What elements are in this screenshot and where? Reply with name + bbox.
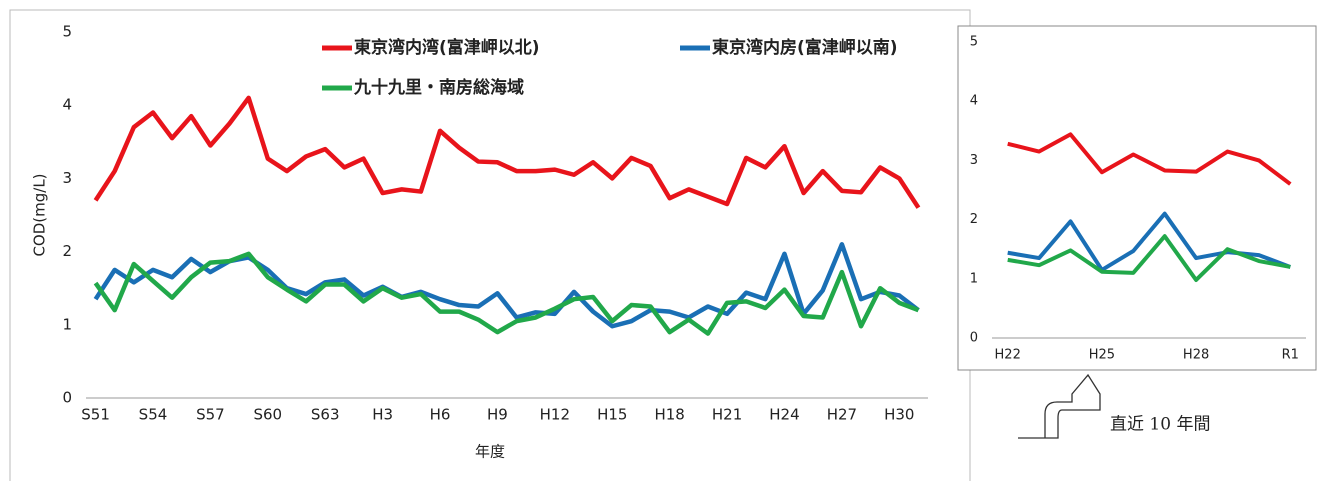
x-tick-label: H25 [1089,348,1115,363]
x-tick-label: H28 [1183,348,1209,363]
legend-label: 東京湾内房(富津岬以南) [712,37,898,58]
y-tick-label: 5 [62,23,72,41]
y-tick-label: 1 [62,315,72,333]
y-tick-label: 0 [970,331,978,346]
y-tick-label: 2 [970,212,978,227]
x-tick-label: S54 [139,406,168,424]
legend-label: 九十九里・南房総海域 [353,77,524,98]
x-tick-label: H12 [540,406,570,424]
x-tick-label: H30 [884,406,914,424]
series-line [1007,132,1292,186]
y-tick-label: 1 [970,271,978,286]
series-line [1007,234,1291,282]
y-tick-label: 3 [62,169,72,187]
legend-label: 東京湾内湾(富津岬以北) [354,37,540,58]
x-tick-label: H22 [995,348,1021,363]
x-tick-label: H9 [487,406,508,424]
x-tick-label: H15 [597,406,627,424]
x-tick-label: S60 [253,406,282,424]
x-axis-label: 年度 [475,443,505,461]
x-tick-label: R1 [1282,348,1299,363]
series-line [93,95,921,209]
y-axis-label: COD(mg/L) [31,173,49,256]
y-tick-label: 3 [970,153,978,168]
x-tick-label: H27 [827,406,857,424]
x-tick-label: H3 [372,406,393,424]
series-line [93,251,920,336]
x-tick-label: S63 [311,406,340,424]
inset-frame [957,25,1317,371]
x-tick-label: S57 [196,406,225,424]
arrow [1018,373,1101,439]
annotation: 直近 10 年間 [1110,415,1210,435]
series-line [93,242,920,329]
x-tick-label: S51 [81,406,110,424]
y-tick-label: 5 [970,35,978,50]
y-tick-label: 0 [62,389,72,407]
x-tick-label: H21 [712,406,742,424]
x-tick-label: H6 [430,406,451,424]
y-tick-label: 2 [62,242,72,260]
y-tick-label: 4 [970,94,978,109]
x-tick-label: H24 [769,406,799,424]
x-tick-label: H18 [654,406,684,424]
y-tick-label: 4 [62,96,72,114]
